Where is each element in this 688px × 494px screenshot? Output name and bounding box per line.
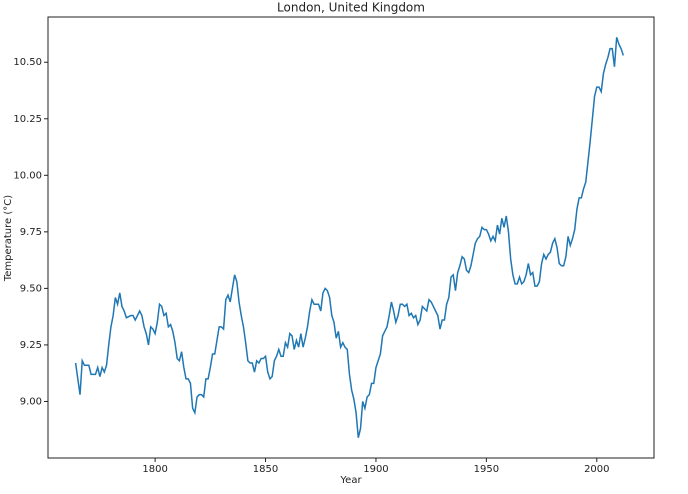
x-axis-label: Year [339,475,362,486]
x-tick-label: 2000 [584,464,609,475]
x-tick-label: 1950 [474,464,499,475]
y-tick-label: 9.50 [20,283,42,294]
data-line [74,37,625,438]
x-tick-label: 1850 [253,464,278,475]
chart-title: London, United Kingdom [277,1,425,15]
y-tick-label: 10.00 [13,170,42,181]
plot-frame [47,16,655,459]
y-tick-label: 9.00 [20,396,42,407]
y-tick-label: 9.75 [20,227,42,238]
x-tick-label: 1800 [142,464,167,475]
y-tick-label: 9.25 [20,340,42,351]
y-tick-label: 10.50 [13,57,42,68]
x-tick-label: 1900 [363,464,388,475]
y-tick-label: 10.25 [13,114,42,125]
y-axis-label: Temperature (°C) [3,195,14,282]
